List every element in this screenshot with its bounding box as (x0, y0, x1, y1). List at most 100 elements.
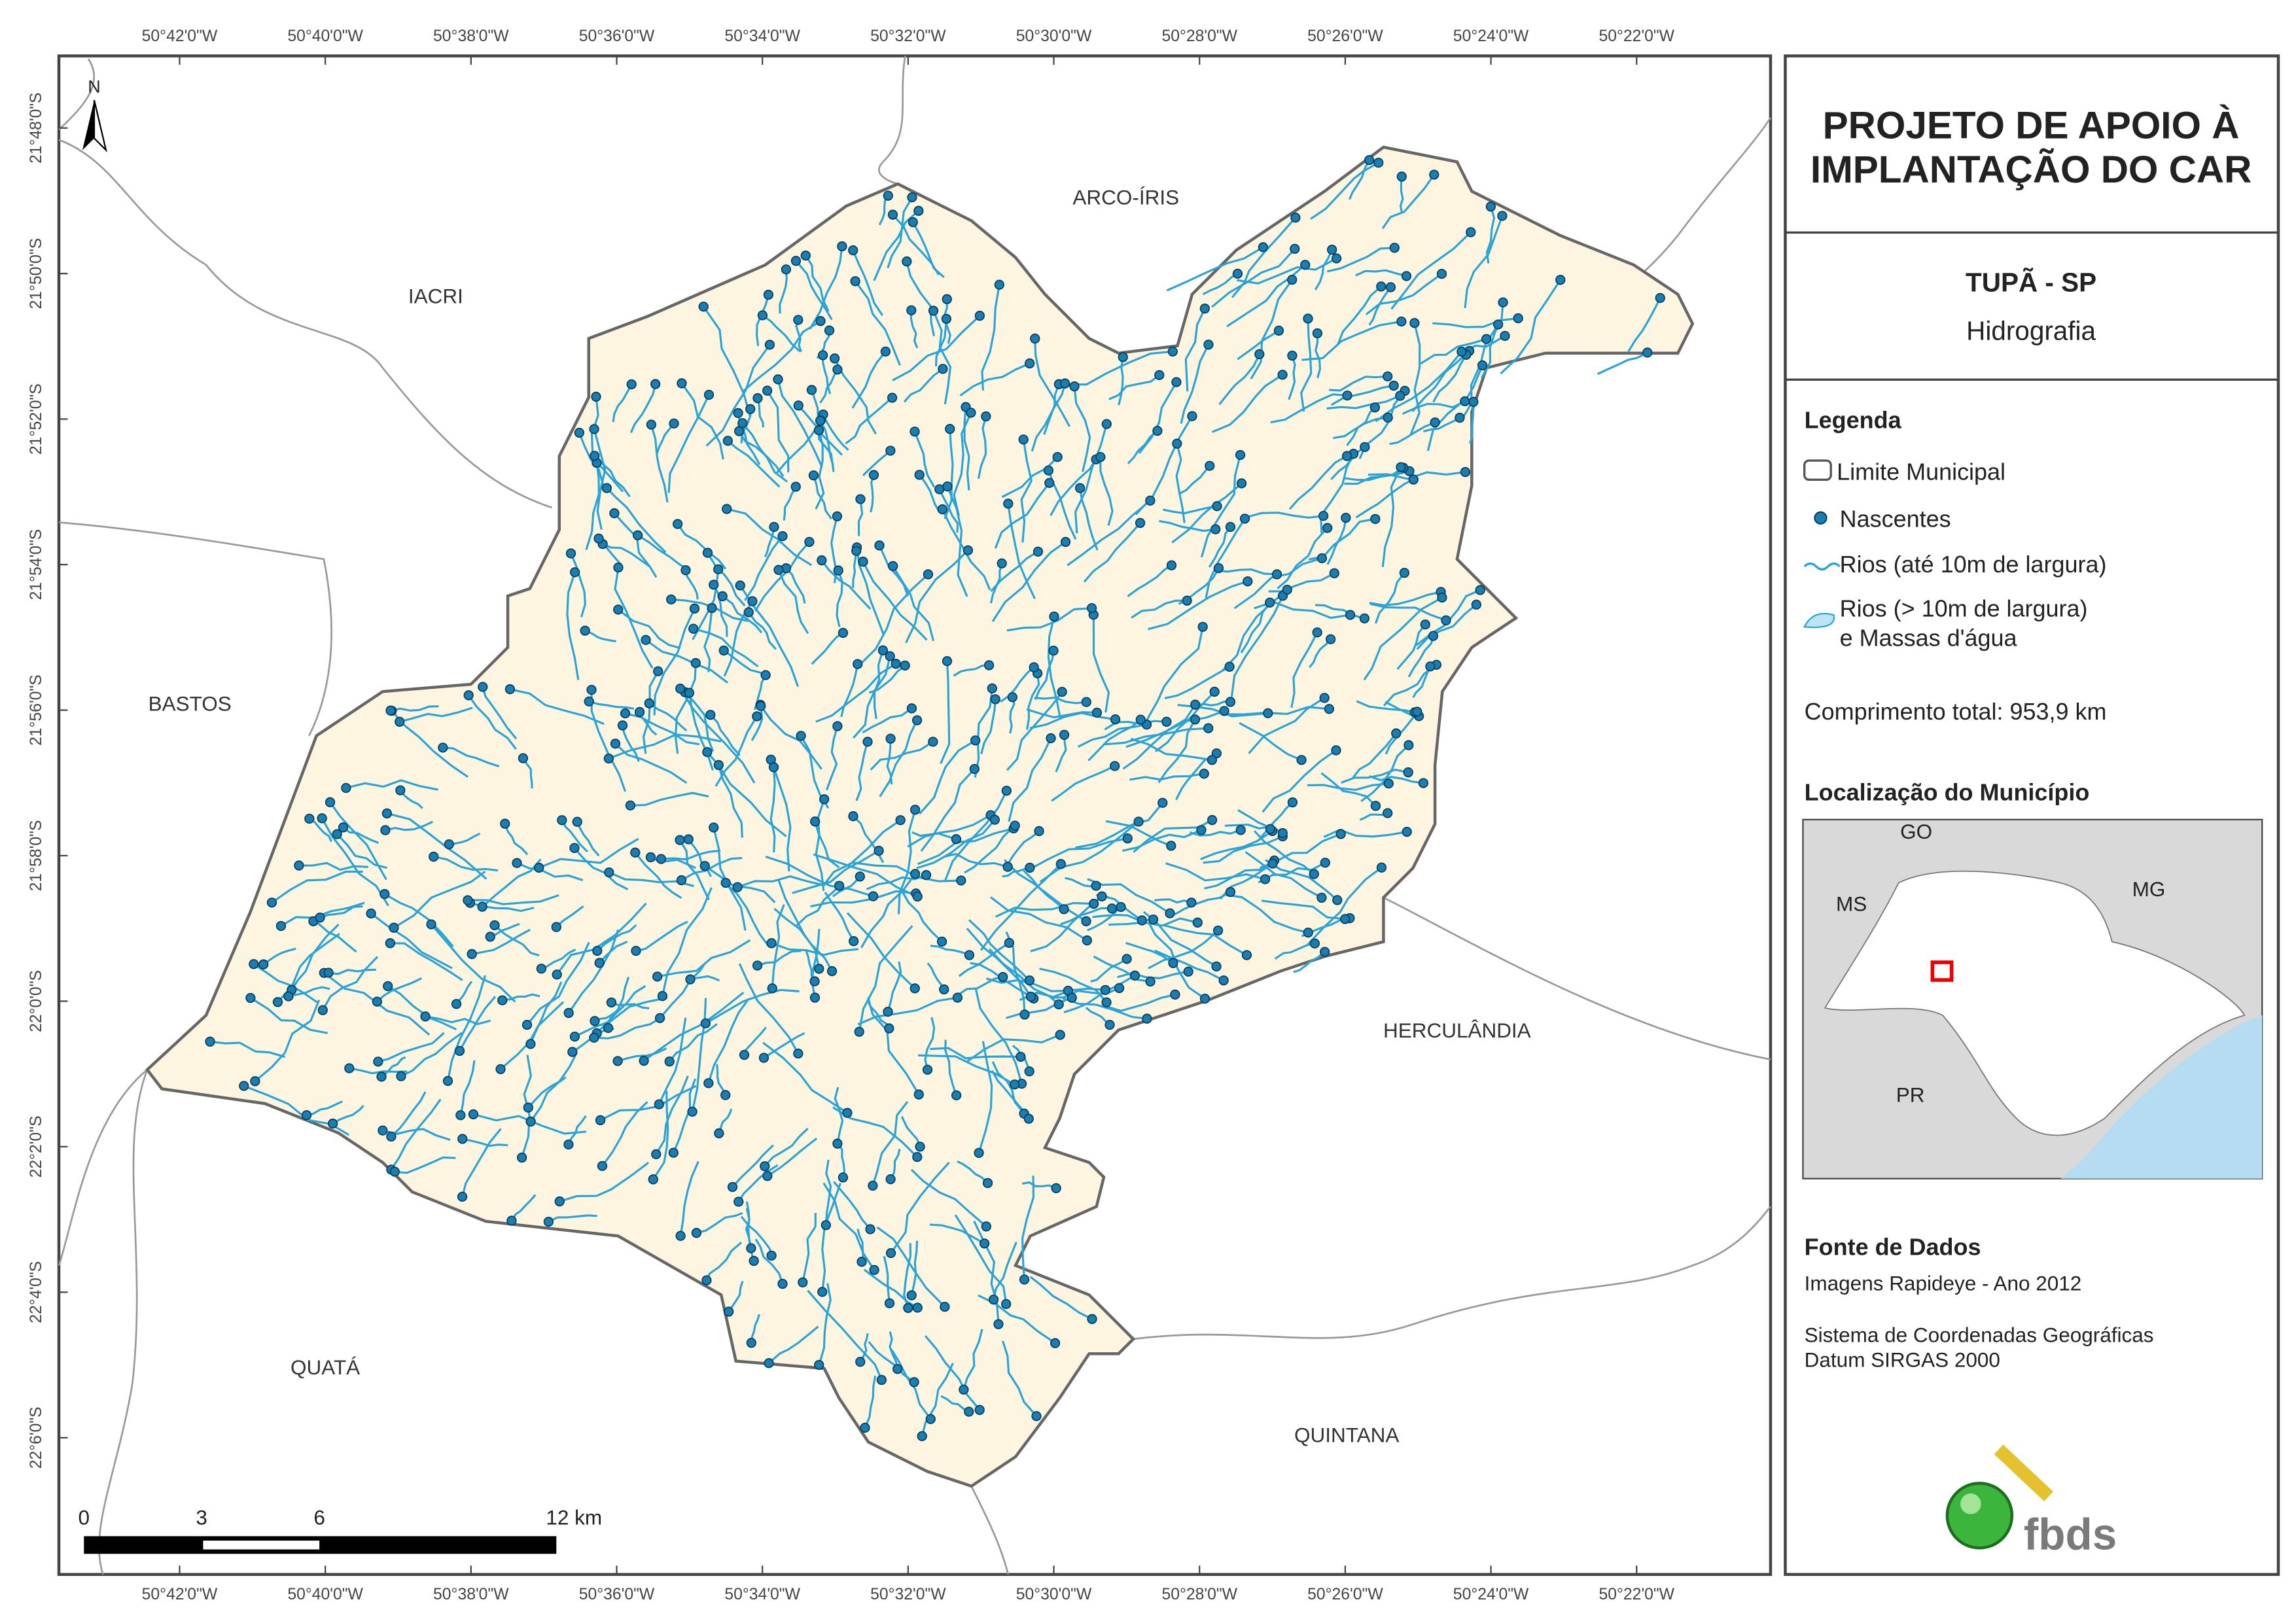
river (1009, 697, 1016, 734)
spring (1207, 755, 1217, 765)
spring (858, 556, 868, 567)
spring (380, 889, 390, 899)
river (657, 939, 751, 978)
spring (1457, 346, 1467, 357)
river (1092, 614, 1110, 713)
river (1184, 308, 1206, 392)
river (585, 462, 600, 550)
spring (594, 958, 605, 968)
river (1375, 351, 1463, 423)
spring (1069, 381, 1080, 392)
river (1203, 835, 1283, 864)
river (1355, 269, 1407, 277)
spring (518, 753, 529, 763)
river (783, 486, 797, 521)
river (769, 767, 776, 853)
spring (543, 1216, 554, 1227)
river (461, 1128, 502, 1197)
river (1077, 724, 1147, 748)
river (1031, 383, 1067, 452)
source-line: Imagens Rapideye - Ano 2012 (1805, 1272, 2082, 1295)
river (858, 925, 913, 1032)
legend-item: Rios (até 10m de largura) (1840, 551, 2107, 578)
river (745, 1201, 752, 1249)
river (777, 879, 821, 969)
river (959, 362, 1031, 396)
river (328, 968, 376, 975)
spring (1254, 349, 1265, 360)
river (1105, 820, 1172, 847)
bottom-coord-label: 50°26'0"W (1307, 1586, 1383, 1603)
river (703, 608, 713, 672)
spring (675, 684, 686, 694)
river (1200, 455, 1242, 558)
spring (798, 1277, 808, 1287)
river (1480, 302, 1504, 379)
scale-bar (84, 1536, 557, 1554)
spring (868, 1180, 878, 1191)
spring (1500, 330, 1510, 341)
river (1051, 765, 1116, 802)
source-line: Sistema de Coordenadas Geográficas (1805, 1323, 2154, 1346)
legend-symbol (1803, 612, 1835, 629)
spring (1010, 1079, 1020, 1090)
river (1341, 768, 1409, 784)
top-coord-label: 50°32'0"W (870, 27, 946, 45)
spring (586, 684, 597, 695)
spring (911, 715, 923, 725)
spring (1359, 613, 1370, 624)
spring (832, 721, 843, 731)
left-coord-label: 21°50'0"S (27, 238, 45, 309)
spring (966, 408, 976, 418)
river (958, 942, 1010, 977)
spring (1034, 826, 1044, 837)
river (980, 863, 1062, 951)
river (864, 1375, 877, 1429)
spring (951, 1090, 962, 1101)
river (1099, 457, 1114, 526)
spring (376, 1072, 387, 1082)
river (1432, 317, 1519, 328)
spring (1203, 340, 1214, 350)
river (1345, 466, 1404, 481)
river (1214, 568, 1277, 576)
spring (906, 1290, 917, 1300)
spring (1165, 908, 1175, 918)
river (667, 394, 710, 493)
river (916, 819, 996, 869)
spring (743, 607, 754, 618)
river (1075, 802, 1163, 849)
river (717, 764, 743, 838)
spring (1219, 706, 1229, 716)
spring (378, 1125, 388, 1136)
spring (1059, 904, 1069, 915)
river (910, 1240, 919, 1296)
spring (1145, 495, 1156, 506)
spring (819, 794, 830, 805)
spring (463, 690, 474, 701)
river (944, 428, 954, 519)
spring (612, 1056, 623, 1066)
subtitle: TUPÃ - SP (1966, 267, 2096, 297)
river (529, 981, 563, 1045)
spring (1225, 697, 1236, 707)
spring (644, 698, 654, 708)
spring (1287, 274, 1298, 285)
river (1180, 344, 1210, 424)
spring (666, 594, 677, 605)
river (669, 1023, 718, 1062)
spring (910, 427, 920, 437)
river (852, 550, 858, 588)
spring (833, 565, 843, 576)
river (648, 702, 688, 732)
spring (1067, 992, 1077, 1003)
spring (749, 1255, 759, 1266)
spring (1468, 396, 1479, 407)
river (1270, 393, 1348, 424)
river (853, 655, 891, 739)
spring (1235, 825, 1246, 835)
river (1277, 527, 1328, 589)
river (860, 873, 916, 949)
river (863, 1268, 919, 1309)
